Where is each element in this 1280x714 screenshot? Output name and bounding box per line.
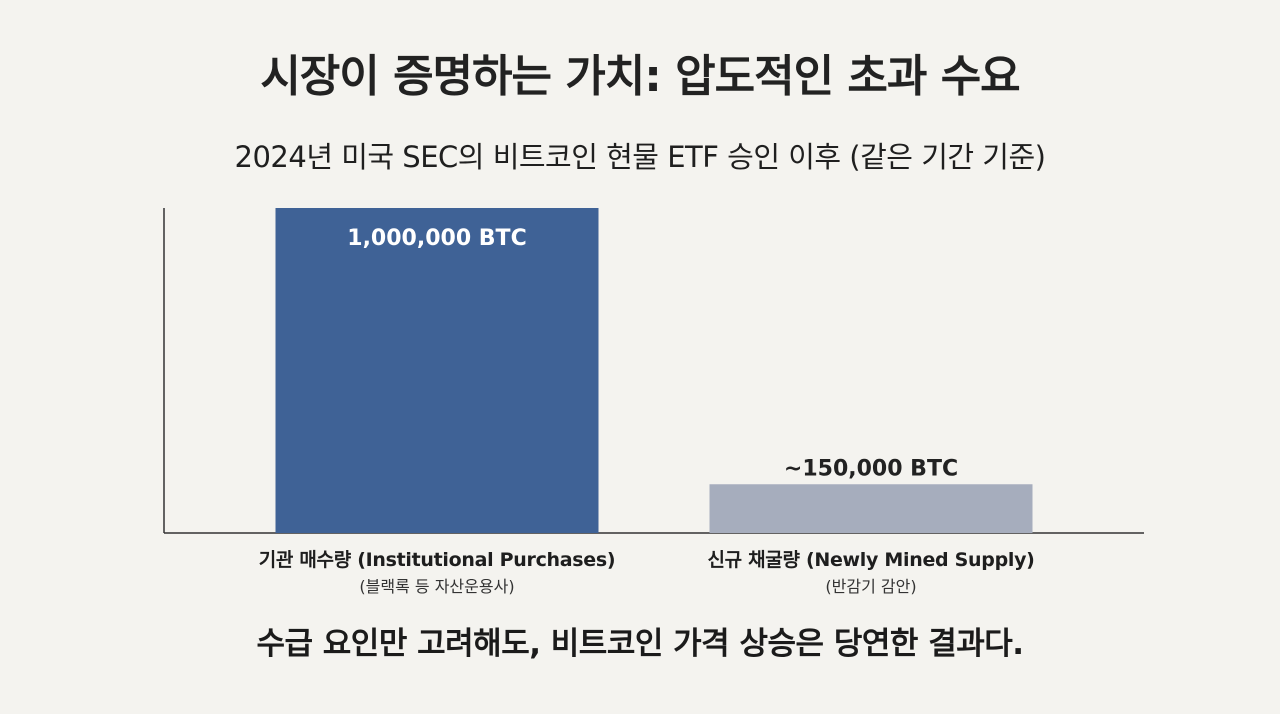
bar-institutional — [275, 208, 599, 533]
category-label-institutional: 기관 매수량 (Institutional Purchases) — [258, 549, 616, 571]
chart-subtitle: 2024년 미국 SEC의 비트코인 현물 ETF 승인 이후 (같은 기간 기… — [234, 140, 1046, 174]
chart-title: 시장이 증명하는 가치: 압도적인 초과 수요 — [260, 51, 1020, 102]
data-label-newly-mined: ~150,000 BTC — [784, 456, 958, 481]
category-sublabel-newly-mined: (반감기 감안) — [825, 577, 917, 596]
bar-newly-mined — [709, 484, 1033, 533]
data-label-institutional: 1,000,000 BTC — [347, 226, 526, 251]
category-label-newly-mined: 신규 채굴량 (Newly Mined Supply) — [707, 549, 1035, 571]
category-sublabel-institutional: (블랙록 등 자산운용사) — [359, 577, 515, 596]
conclusion-text: 수급 요인만 고려해도, 비트코인 가격 상승은 당연한 결과다. — [256, 626, 1024, 662]
